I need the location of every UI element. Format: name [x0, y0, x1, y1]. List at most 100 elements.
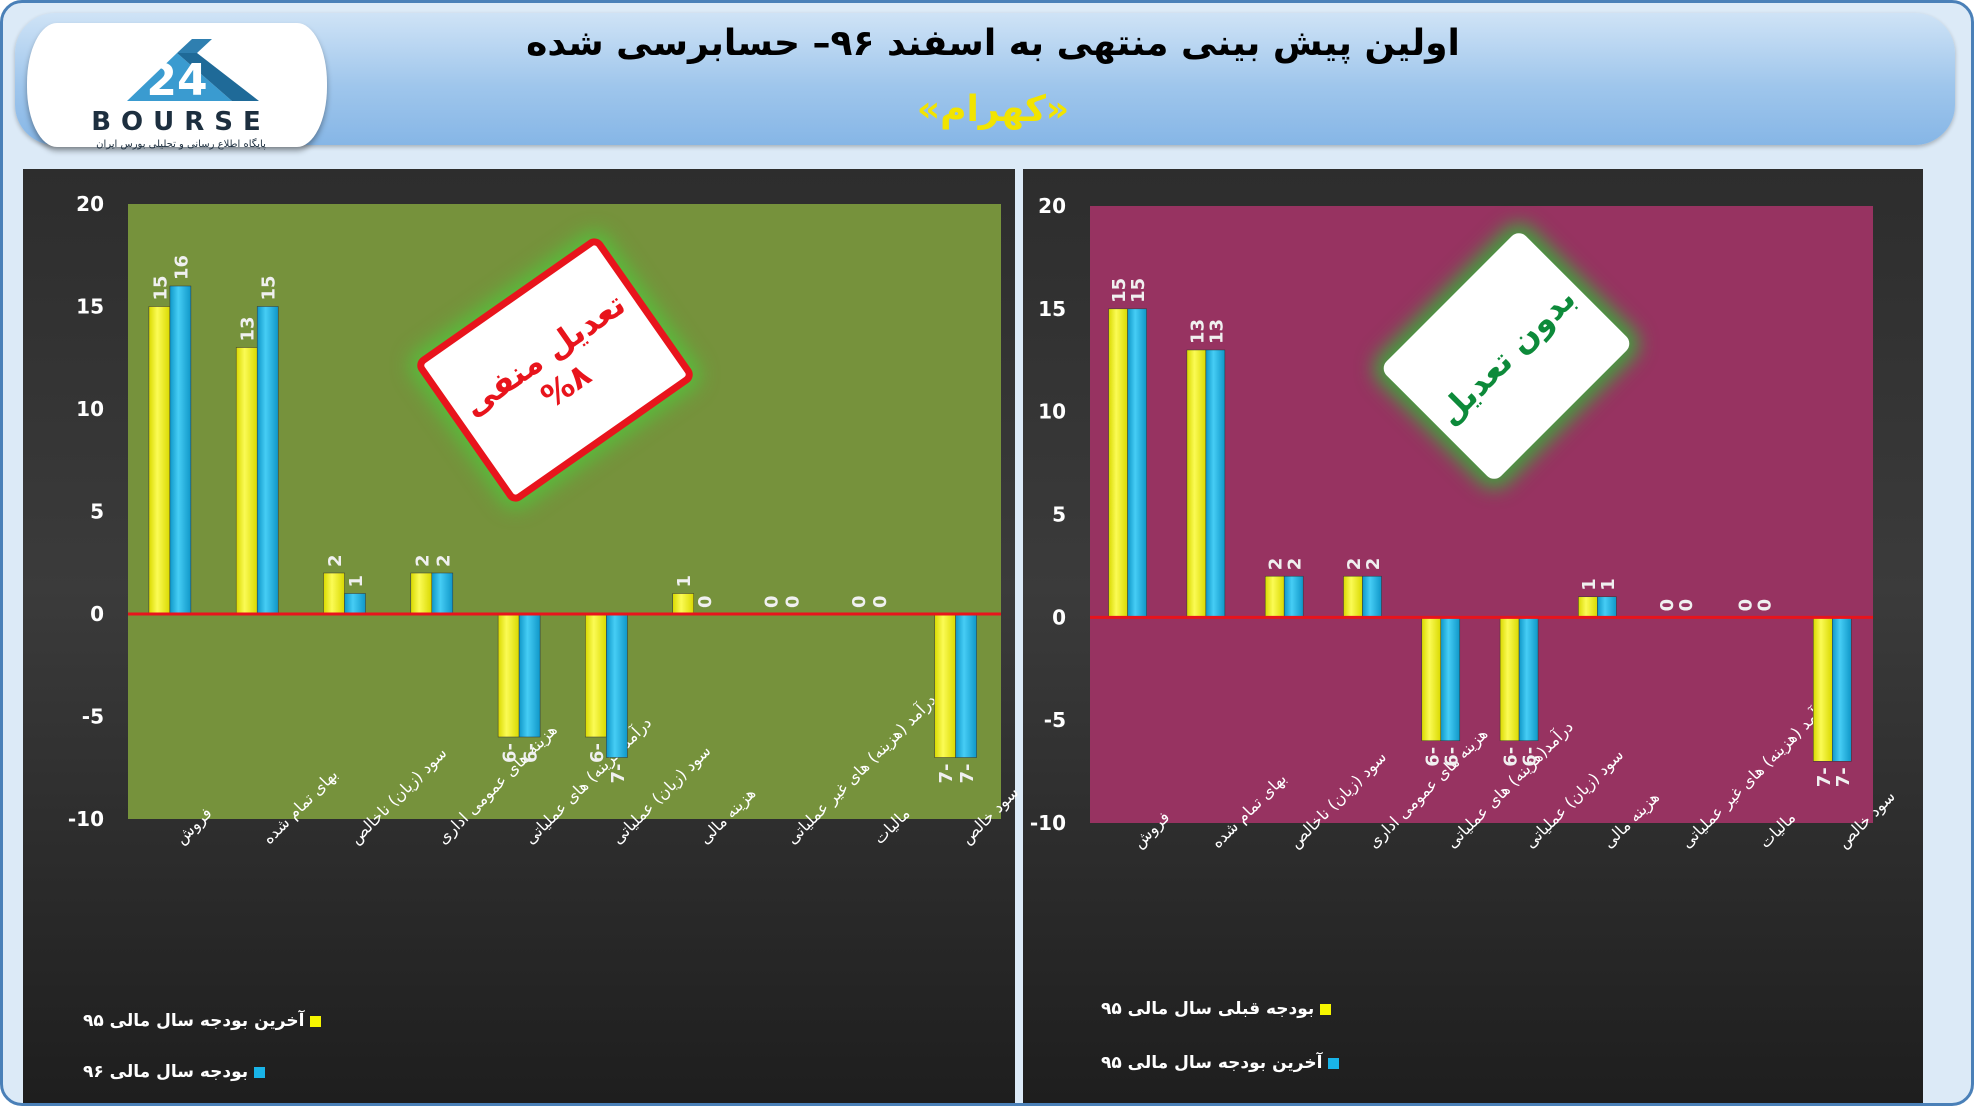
bar-value-label: 0: [1676, 599, 1697, 612]
bar-yellow: [1108, 308, 1128, 618]
bar-value-label: 15: [1109, 278, 1130, 303]
bar-value-label: 1: [674, 575, 695, 588]
legend-item-yellow-right: بودجه قبلی سال مالی ۹۵: [1101, 999, 1332, 1019]
bar-yellow: [1578, 596, 1598, 618]
legend-item-blue-left: بودجه سال مالی ۹۶: [83, 1062, 266, 1082]
y-tick-label: 5: [90, 500, 104, 524]
legend-swatch-blue: [254, 1066, 266, 1078]
bar-value-label: 0: [870, 595, 891, 608]
legend-label: بودجه سال مالی ۹۶: [83, 1062, 249, 1082]
y-tick-label: -5: [82, 705, 104, 729]
bar-value-label: 2: [1344, 558, 1365, 571]
header-banner: [15, 13, 1955, 145]
bar-yellow: [497, 613, 520, 738]
legend-swatch-yellow: [310, 1015, 322, 1027]
y-tick-label: 20: [1038, 194, 1066, 218]
bar-value-label: 15: [259, 275, 280, 300]
y-tick-label: 10: [1038, 400, 1066, 424]
bar-blue: [1205, 349, 1226, 618]
bar-value-label: 1: [1579, 578, 1600, 591]
bar-value-label: 15: [150, 275, 171, 300]
y-tick-label: 10: [76, 397, 104, 421]
bar-value-label: 0: [1754, 599, 1775, 612]
bar-blue: [1440, 617, 1461, 741]
y-tick-label: -10: [1030, 811, 1066, 835]
bar-blue: [1127, 308, 1147, 618]
bar-value-label: 0: [1735, 599, 1756, 612]
legend-label: آخرین بودجه سال مالی ۹۵: [1101, 1053, 1323, 1073]
bar-value-label: 13: [238, 316, 259, 341]
bar-value-label: 2: [1285, 558, 1306, 571]
y-tick-label: 15: [76, 295, 104, 319]
bar-yellow: [323, 572, 345, 615]
bar-blue: [1832, 617, 1852, 762]
bar-blue: [1597, 596, 1617, 618]
bar-value-label: 0: [849, 595, 870, 608]
bar-blue: [344, 593, 366, 615]
legend-item-blue-right: آخرین بودجه سال مالی ۹۵: [1101, 1053, 1340, 1073]
bar-yellow: [672, 593, 694, 615]
y-tick-label: -5: [1044, 708, 1066, 732]
bar-blue: [1283, 575, 1304, 618]
bar-value-label: 6-: [500, 743, 521, 763]
bar-value-label: 2: [1363, 558, 1384, 571]
bar-yellow: [1421, 617, 1442, 741]
page-title: اولین پیش بینی منتهی به اسفند ۹۶– حسابرس…: [526, 23, 1460, 64]
y-tick-label: 20: [76, 192, 104, 216]
bar-value-label: 6-: [1422, 747, 1443, 767]
bar-value-label: 13: [1206, 319, 1227, 344]
bar-blue: [1518, 617, 1539, 741]
logo-text: BOURSE: [91, 107, 271, 137]
bar-yellow: [934, 613, 956, 758]
bar-value-label: 0: [695, 595, 716, 608]
bar-value-label: 1: [1598, 578, 1619, 591]
bar-yellow: [235, 347, 258, 615]
page-subtitle: «کهرام»: [916, 89, 1070, 130]
bar-yellow: [148, 306, 171, 615]
y-tick-label: 0: [1052, 605, 1066, 629]
logo-mark-icon: 24: [127, 39, 259, 106]
bar-blue: [1362, 575, 1382, 618]
bar-value-label: 0: [762, 595, 783, 608]
bar-value-label: 6-: [587, 743, 608, 763]
bar-value-label: 6-: [1520, 747, 1541, 767]
bar-value-label: 16: [171, 255, 192, 280]
legend-label: آخرین بودجه سال مالی ۹۵: [83, 1011, 305, 1031]
logo-subtitle: پایگاه اطلاع رسانی و تحلیلی بورس ایران: [96, 139, 266, 150]
bar-value-label: 6-: [521, 743, 542, 763]
bar-blue: [955, 613, 977, 758]
bar-blue: [518, 613, 541, 738]
bar-yellow: [1186, 349, 1207, 618]
bar-value-label: 7-: [608, 764, 629, 784]
bar-value-label: 6-: [1441, 747, 1462, 767]
y-tick-label: 5: [1052, 503, 1066, 527]
legend-item-yellow-left: آخرین بودجه سال مالی ۹۵: [83, 1011, 322, 1031]
bar-value-label: 7-: [957, 764, 978, 784]
bar-blue: [606, 613, 628, 758]
svg-text:24: 24: [146, 55, 207, 106]
bar-yellow: [1813, 617, 1833, 762]
bar-value-label: 2: [325, 554, 346, 567]
bar-blue: [431, 572, 454, 615]
y-tick-label: -10: [68, 807, 104, 831]
chart-panel-right: 20 15 10 5 0 -5 -10 15 15 فروش 13 13 بهای تمام شده 2 2…: [1023, 169, 1923, 1103]
legend-label: بودجه قبلی سال مالی ۹۵: [1101, 999, 1315, 1019]
bar-yellow: [585, 613, 607, 738]
legend-swatch-blue: [1328, 1057, 1340, 1069]
bar-value-label: 2: [412, 554, 433, 567]
bar-value-label: 2: [433, 554, 454, 567]
bar-value-label: 7-: [1814, 767, 1835, 787]
bar-value-label: 2: [1266, 558, 1287, 571]
bar-value-label: 13: [1187, 319, 1208, 344]
bar-value-label: 7-: [1833, 767, 1854, 787]
bar-value-label: 15: [1128, 278, 1149, 303]
bar-blue: [169, 285, 192, 615]
bar-value-label: 1: [346, 575, 367, 588]
bar-yellow: [1499, 617, 1520, 741]
bar-value-label: 6-: [1501, 747, 1522, 767]
stamp-line: بدون تعدیل: [1430, 279, 1583, 433]
bar-yellow: [1264, 575, 1285, 618]
y-tick-label: 15: [1038, 297, 1066, 321]
bar-value-label: 7-: [936, 764, 957, 784]
